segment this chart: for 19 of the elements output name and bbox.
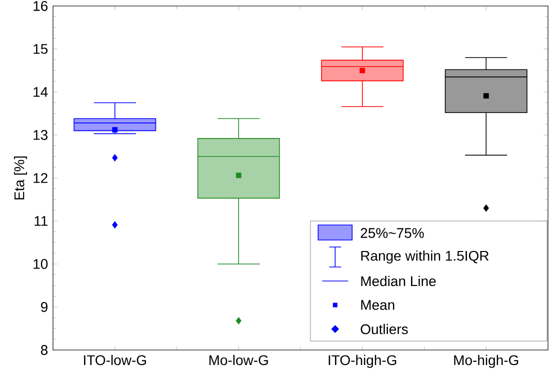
annotation: Mean (361, 300, 394, 310)
annotation: Median Line (361, 276, 436, 286)
y-axis-title: Eta [%] (14, 156, 28, 200)
y-tick-label: 9 (41, 302, 48, 312)
y-tick-label: 14 (34, 87, 48, 97)
annotation: Outliers (360, 324, 408, 334)
y-tick-label: 10 (34, 259, 48, 269)
y-tick-label: 15 (34, 44, 48, 54)
y-tick-label: 16 (34, 1, 48, 11)
y-tick-label: 11 (34, 216, 48, 226)
x-tick-label: ITO-high-G (328, 354, 396, 368)
x-tick-label: Mo-high-G (454, 354, 518, 368)
x-tick-label: Mo-low-G (209, 354, 268, 366)
x-tick-label: ITO-low-G (84, 354, 146, 366)
y-tick-label: 13 (34, 130, 48, 140)
y-tick-label: 8 (40, 345, 48, 355)
y-tick-label: 12 (34, 173, 48, 183)
annotation: Range within 1.5IQR (361, 250, 489, 264)
annotation: 25%~75% (360, 228, 424, 238)
